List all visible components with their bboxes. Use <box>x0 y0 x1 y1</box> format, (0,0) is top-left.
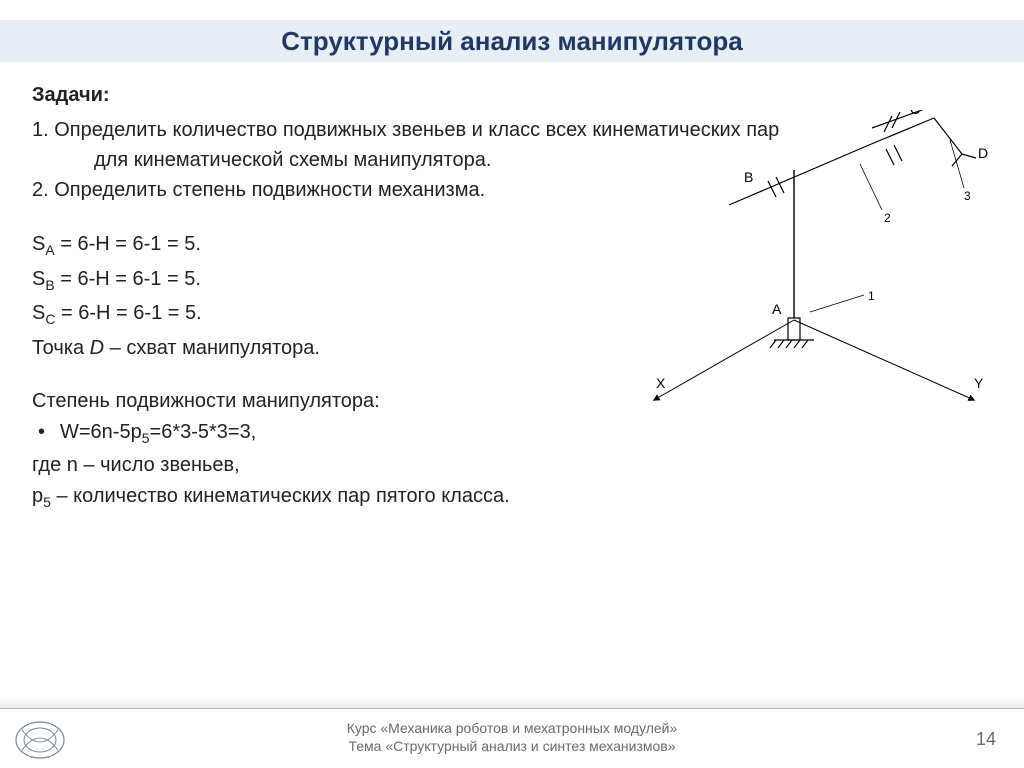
dof-formula-sub: 5 <box>142 430 150 446</box>
leader-2 <box>860 164 882 210</box>
footer-course: Курс «Механика роботов и мехатронных мод… <box>0 719 1024 737</box>
where-p-post: – количество кинематических пар пятого к… <box>51 485 510 507</box>
where-p-sub: 5 <box>43 494 51 510</box>
sc-rhs: = 6-H = 6-1 = 5. <box>55 302 201 324</box>
diagram-labels: A B C D X Y 1 2 3 <box>656 110 988 391</box>
label-d: D <box>978 145 988 161</box>
axis-x <box>654 320 794 400</box>
sb-rhs: = 6-H = 6-1 = 5. <box>55 268 201 290</box>
page-number: 14 <box>976 729 996 750</box>
pointd-post: – схват манипулятора. <box>104 337 320 359</box>
label-a: A <box>772 301 782 317</box>
dof-formula: W=6n-5p5=6*3-5*3=3, <box>32 417 992 450</box>
axes <box>654 320 974 400</box>
dof-formula-pre: W=6n-5p <box>60 421 142 443</box>
label-2: 2 <box>884 211 891 225</box>
footer-topic: Тема «Структурный анализ и синтез механи… <box>0 737 1024 755</box>
pointd-it: D <box>90 337 104 359</box>
leader-1 <box>810 295 864 312</box>
label-b: B <box>744 169 753 185</box>
tasks-heading: Задачи: <box>32 84 992 107</box>
label-y: Y <box>974 375 984 391</box>
footer: Курс «Механика роботов и мехатронных мод… <box>0 708 1024 768</box>
dof-where-p: p5 – количество кинематических пар пятог… <box>32 481 992 514</box>
axis-y <box>794 320 974 400</box>
link-3-gripper <box>934 118 976 166</box>
sc-label: S <box>32 302 45 324</box>
label-x: X <box>656 375 666 391</box>
footer-text: Курс «Механика роботов и мехатронных мод… <box>0 719 1024 755</box>
sa-rhs: = 6-H = 6-1 = 5. <box>55 233 201 255</box>
label-1: 1 <box>868 289 875 303</box>
label-c: C <box>910 110 920 117</box>
where-p-pre: p <box>32 485 43 507</box>
sb-label: S <box>32 268 45 290</box>
dof-where-n: где n – число звеньев, <box>32 450 992 481</box>
sc-sub: C <box>45 311 55 327</box>
footer-gradient <box>0 695 1024 709</box>
slide: Структурный анализ манипулятора Задачи: … <box>0 0 1024 768</box>
pointd-pre: Точка <box>32 337 90 359</box>
dof-formula-post: =6*3-5*3=3, <box>150 421 257 443</box>
base-joint-a <box>770 318 814 348</box>
kinematic-diagram: A B C D X Y 1 2 3 <box>634 110 994 410</box>
label-3: 3 <box>964 189 971 203</box>
slide-title: Структурный анализ манипулятора <box>281 26 742 57</box>
sb-sub: B <box>45 277 54 293</box>
sa-label: S <box>32 233 45 255</box>
link-2 <box>869 118 934 145</box>
title-bar: Структурный анализ манипулятора <box>0 20 1024 62</box>
sa-sub: A <box>45 242 54 258</box>
